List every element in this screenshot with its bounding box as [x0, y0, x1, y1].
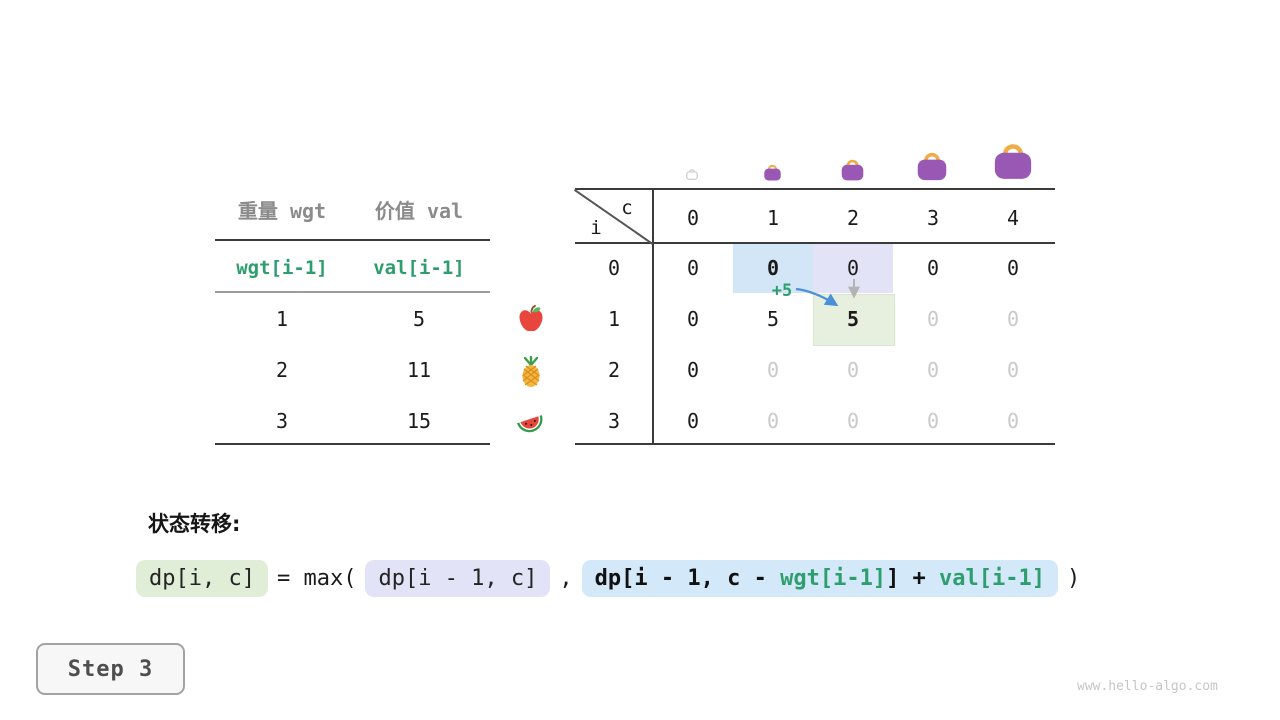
formula-separator: ,	[559, 566, 573, 591]
items-header-value: 价值 val	[374, 199, 464, 223]
dp-cell: 0	[926, 256, 940, 280]
transition-arrow-blue	[795, 287, 839, 307]
items-header-weight: 重量 wgt	[237, 199, 327, 223]
transition-arrows	[795, 279, 860, 307]
items-table-bottom-rule	[215, 443, 490, 445]
item-weight: 1	[275, 307, 289, 331]
dp-col-header: 2	[846, 206, 860, 230]
dp-cell: 0	[846, 409, 860, 433]
handbag-icon-xlarge	[990, 138, 1036, 180]
dp-cell: 0	[686, 409, 700, 433]
handbag-icon-small	[762, 162, 783, 181]
items-val-formula: val[i-1]	[373, 257, 465, 279]
item-value: 5	[412, 307, 426, 331]
dp-cell: 0	[846, 358, 860, 382]
option-take-wgt: wgt[i-1]	[780, 566, 887, 591]
transition-formula: dp[i, c] = max( dp[i - 1, c] , dp[i - 1,…	[136, 560, 1080, 597]
dp-cell: 0	[926, 307, 940, 331]
dp-corner-col-label: c	[621, 197, 633, 219]
items-table-header-rule	[215, 239, 490, 241]
formula-option-skip: dp[i - 1, c]	[365, 560, 551, 597]
dp-cell: 0	[926, 358, 940, 382]
dp-cell-target: 5	[846, 307, 860, 331]
item-weight: 2	[275, 358, 289, 382]
highlight-cell-source-blue	[733, 244, 813, 293]
item-value: 15	[406, 409, 432, 433]
item-value: 11	[406, 358, 432, 382]
dp-col-header: 1	[766, 206, 780, 230]
dp-row-label: 2	[607, 358, 621, 382]
dp-cell: 0	[766, 358, 780, 382]
dp-cell: 5	[766, 307, 780, 331]
dp-cell: 0	[926, 409, 940, 433]
dp-cell: 0	[686, 307, 700, 331]
dp-row-label: 0	[607, 256, 621, 280]
formula-close-paren: )	[1067, 566, 1081, 591]
dp-cell: 0	[1006, 307, 1020, 331]
transition-gain-label: +5	[771, 281, 793, 301]
step-indicator-button[interactable]: Step 3	[36, 643, 185, 695]
dp-cell: 0	[686, 358, 700, 382]
handbag-icon-large	[914, 148, 950, 181]
watermelon-icon	[514, 407, 546, 435]
dp-cell: 0	[1006, 358, 1020, 382]
items-table-mid-rule	[215, 291, 490, 293]
dp-table-header-rule	[575, 242, 1055, 244]
dp-row-label: 1	[607, 307, 621, 331]
dp-cell: 0	[1006, 256, 1020, 280]
item-weight: 3	[275, 409, 289, 433]
transition-title: 状态转移:	[148, 512, 241, 536]
handbag-icon-medium	[839, 156, 866, 181]
option-take-prefix: dp[i - 1, c -	[594, 566, 781, 591]
formula-operator: = max(	[276, 566, 357, 591]
dp-row-label: 3	[607, 409, 621, 433]
dp-table-vertical-rule	[652, 188, 654, 445]
formula-option-take: dp[i - 1, c - wgt[i-1]] + val[i-1]	[581, 560, 1059, 597]
option-take-val: val[i-1]	[939, 566, 1046, 591]
dp-corner-row-label: i	[590, 217, 602, 239]
dp-col-header: 3	[926, 206, 940, 230]
site-watermark: www.hello-algo.com	[1077, 679, 1218, 694]
dp-table-top-rule	[575, 188, 1055, 190]
dp-col-header: 4	[1006, 206, 1020, 230]
dp-cell: 0	[1006, 409, 1020, 433]
formula-lhs: dp[i, c]	[136, 560, 268, 597]
dp-cell: 0	[686, 256, 700, 280]
option-take-mid: ] +	[886, 566, 940, 591]
dp-cell-source-blue: 0	[766, 256, 780, 280]
items-wgt-formula: wgt[i-1]	[236, 257, 328, 279]
pineapple-icon	[518, 356, 544, 388]
dp-cell: 0	[766, 409, 780, 433]
dp-col-header: 0	[686, 206, 700, 230]
dp-table-bottom-rule	[575, 443, 1055, 445]
apple-icon	[517, 304, 545, 334]
handbag-outline-icon	[685, 167, 699, 180]
dp-cell-source-lavender: 0	[846, 256, 860, 280]
